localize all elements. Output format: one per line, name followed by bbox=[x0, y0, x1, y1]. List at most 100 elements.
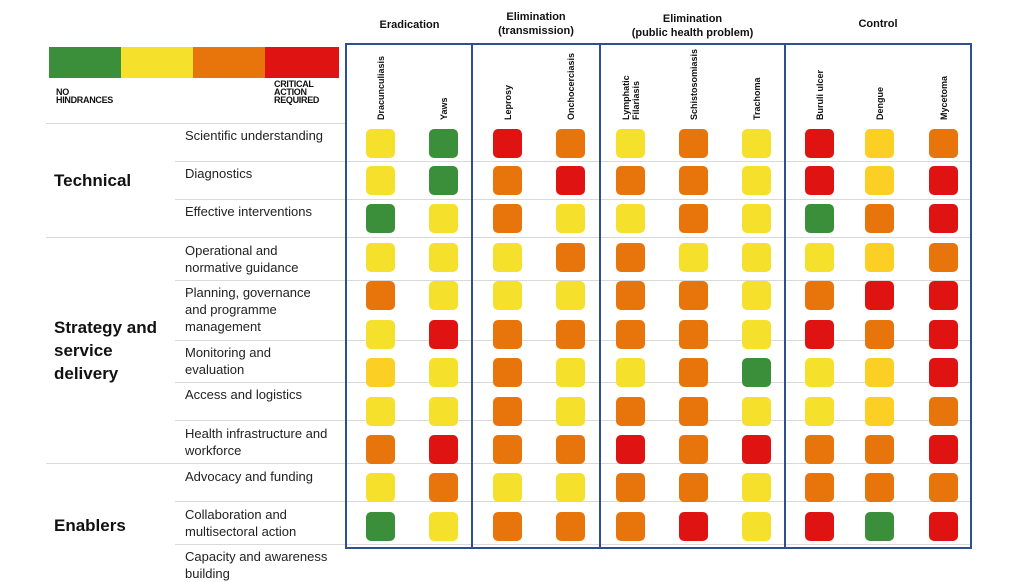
group-title-elimination-public-health: Elimination (public health problem) bbox=[631, 13, 754, 39]
heatmap-cell bbox=[865, 473, 894, 502]
category-strategy-service-delivery: Strategy and service delivery bbox=[54, 318, 157, 383]
heatmap-cell bbox=[556, 204, 585, 233]
group-title-control: Control bbox=[858, 18, 898, 30]
heatmap-cell bbox=[929, 129, 958, 158]
heatmap-cell bbox=[616, 397, 645, 426]
heatmap-cell bbox=[493, 473, 522, 502]
heatmap-cell bbox=[865, 129, 894, 158]
heatmap-cell bbox=[429, 281, 458, 310]
row-label: Monitoring and evaluation bbox=[185, 345, 271, 377]
heatmap-cell bbox=[865, 243, 894, 272]
heatmap-cell bbox=[616, 204, 645, 233]
group-frame-elimination-public-health bbox=[599, 43, 786, 549]
heatmap-cell bbox=[679, 281, 708, 310]
row-label: Collaboration and multisectoral action bbox=[185, 507, 297, 539]
heatmap-cell bbox=[429, 473, 458, 502]
heatmap-cell bbox=[929, 281, 958, 310]
legend-low-label: NO HINDRANCES bbox=[56, 87, 114, 105]
heatmap-cell bbox=[616, 166, 645, 195]
heatmap-cell bbox=[366, 512, 395, 541]
row-label: Diagnostics bbox=[185, 166, 253, 181]
heatmap-cell bbox=[742, 473, 771, 502]
group-title-eradication: Eradication bbox=[379, 19, 440, 31]
heatmap-cell bbox=[805, 281, 834, 310]
heatmap-cell bbox=[742, 281, 771, 310]
heatmap-cell bbox=[679, 435, 708, 464]
heatmap-cell bbox=[493, 243, 522, 272]
heatmap-cell bbox=[929, 320, 958, 349]
row-label: Advocacy and funding bbox=[185, 469, 313, 484]
row-separator bbox=[46, 237, 972, 238]
heatmap-cell bbox=[679, 358, 708, 387]
heatmap-cell bbox=[556, 512, 585, 541]
heatmap-cell bbox=[366, 243, 395, 272]
heatmap-cell bbox=[805, 435, 834, 464]
heatmap-cell bbox=[742, 166, 771, 195]
heatmap-cell bbox=[616, 435, 645, 464]
heatmap-cell bbox=[556, 320, 585, 349]
row-separator bbox=[175, 544, 972, 545]
heatmap-cell bbox=[805, 243, 834, 272]
heatmap-cell bbox=[493, 320, 522, 349]
heatmap-cell bbox=[929, 473, 958, 502]
heatmap-cell bbox=[805, 358, 834, 387]
heatmap-cell bbox=[429, 129, 458, 158]
group-frame-control bbox=[784, 43, 972, 549]
heatmap-cell bbox=[679, 243, 708, 272]
heatmap-cell bbox=[865, 204, 894, 233]
heatmap-cell bbox=[679, 204, 708, 233]
heatmap-cell bbox=[493, 129, 522, 158]
heatmap-cell bbox=[493, 281, 522, 310]
heatmap-cell bbox=[616, 320, 645, 349]
heatmap-cell bbox=[366, 129, 395, 158]
heatmap-cell bbox=[556, 166, 585, 195]
heatmap-cell bbox=[616, 358, 645, 387]
heatmap-cell bbox=[679, 397, 708, 426]
heatmap-cell bbox=[429, 397, 458, 426]
heatmap-cell bbox=[679, 512, 708, 541]
heatmap-cell bbox=[366, 473, 395, 502]
heatmap-cell bbox=[679, 320, 708, 349]
heatmap-cell bbox=[742, 397, 771, 426]
heatmap-cell bbox=[429, 204, 458, 233]
heatmap-cell bbox=[865, 166, 894, 195]
heatmap-cell bbox=[556, 281, 585, 310]
row-label: Health infrastructure and workforce bbox=[185, 426, 328, 458]
heatmap-cell bbox=[556, 243, 585, 272]
heatmap-cell bbox=[929, 166, 958, 195]
heatmap-cell bbox=[805, 166, 834, 195]
heatmap-cell bbox=[429, 435, 458, 464]
heatmap-cell bbox=[556, 358, 585, 387]
row-label: Scientific understanding bbox=[185, 128, 324, 143]
category-technical: Technical bbox=[54, 171, 132, 190]
heatmap-cell bbox=[929, 243, 958, 272]
heatmap-cell bbox=[366, 204, 395, 233]
heatmap-cell bbox=[865, 435, 894, 464]
heatmap-cell bbox=[493, 358, 522, 387]
heatmap-cell bbox=[616, 473, 645, 502]
group-frame-eradication bbox=[345, 43, 473, 549]
row-separator bbox=[175, 199, 972, 200]
heatmap-cell bbox=[366, 397, 395, 426]
heatmap-cell bbox=[366, 281, 395, 310]
heatmap-cell bbox=[493, 435, 522, 464]
heatmap-cell bbox=[616, 129, 645, 158]
heatmap-cell bbox=[805, 397, 834, 426]
heatmap-cell bbox=[429, 243, 458, 272]
heatmap-cell bbox=[493, 512, 522, 541]
group-title-elimination-transmission: Elimination (transmission) bbox=[498, 11, 574, 37]
heatmap-cell bbox=[366, 166, 395, 195]
heatmap-cell bbox=[556, 435, 585, 464]
heatmap-cell bbox=[865, 358, 894, 387]
heatmap-cell bbox=[679, 166, 708, 195]
legend-swatch-orange bbox=[193, 47, 265, 78]
heatmap-cell bbox=[742, 243, 771, 272]
heatmap-cell bbox=[429, 320, 458, 349]
heatmap-cell bbox=[616, 243, 645, 272]
heatmap-cell bbox=[366, 435, 395, 464]
heatmap-cell bbox=[929, 435, 958, 464]
heatmap-cell bbox=[366, 320, 395, 349]
heatmap-cell bbox=[679, 473, 708, 502]
category-enablers: Enablers bbox=[54, 516, 126, 535]
row-separator bbox=[175, 161, 972, 162]
